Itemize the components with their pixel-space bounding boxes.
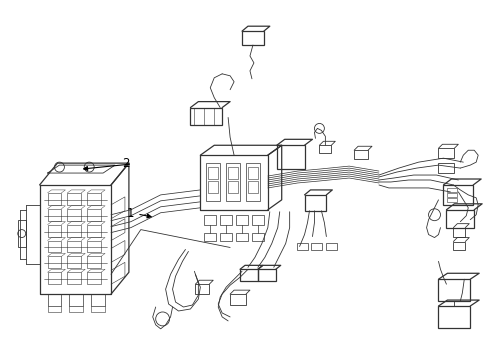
Bar (319, 145, 331, 153)
Bar (226, 163, 240, 201)
Text: 2: 2 (122, 157, 130, 170)
Bar (446, 210, 474, 228)
Bar (312, 243, 322, 251)
Bar (87, 209, 101, 221)
Bar (191, 108, 222, 125)
Bar (68, 272, 81, 284)
Bar (48, 225, 61, 237)
Bar (439, 163, 454, 173)
Bar (447, 188, 457, 192)
Bar (305, 195, 326, 211)
Bar (236, 233, 248, 240)
Bar (48, 272, 61, 284)
Bar (208, 167, 218, 179)
Bar (204, 215, 216, 225)
Bar (230, 294, 246, 305)
Bar (248, 167, 258, 179)
Bar (204, 233, 216, 240)
Bar (48, 256, 61, 268)
Bar (48, 240, 61, 252)
Bar (208, 181, 218, 193)
Bar (296, 243, 308, 251)
Bar (68, 240, 81, 252)
Bar (453, 228, 465, 237)
Bar (439, 279, 470, 301)
Bar (68, 193, 81, 205)
Bar (242, 31, 264, 45)
Bar (447, 198, 457, 202)
Bar (228, 181, 238, 193)
Text: 1: 1 (127, 207, 134, 220)
Bar (48, 193, 61, 205)
Bar (246, 163, 260, 201)
Bar (18, 220, 25, 247)
Bar (439, 306, 470, 328)
Bar (277, 145, 305, 169)
Bar (236, 215, 248, 225)
Bar (206, 163, 220, 201)
Bar (220, 233, 232, 240)
Bar (87, 240, 101, 252)
Bar (252, 233, 264, 240)
Bar (220, 215, 232, 225)
Bar (87, 272, 101, 284)
Bar (68, 209, 81, 221)
Bar (248, 181, 258, 193)
Bar (68, 256, 81, 268)
Bar (453, 242, 465, 251)
Bar (87, 256, 101, 268)
Bar (87, 225, 101, 237)
Bar (258, 269, 276, 281)
Bar (196, 284, 209, 294)
Bar (443, 185, 473, 205)
Bar (87, 193, 101, 205)
Bar (68, 225, 81, 237)
Bar (439, 148, 454, 158)
Bar (240, 269, 258, 281)
Bar (228, 167, 238, 179)
Bar (252, 215, 264, 225)
Bar (354, 150, 368, 159)
Bar (447, 193, 457, 197)
Bar (326, 243, 337, 251)
Bar (48, 209, 61, 221)
